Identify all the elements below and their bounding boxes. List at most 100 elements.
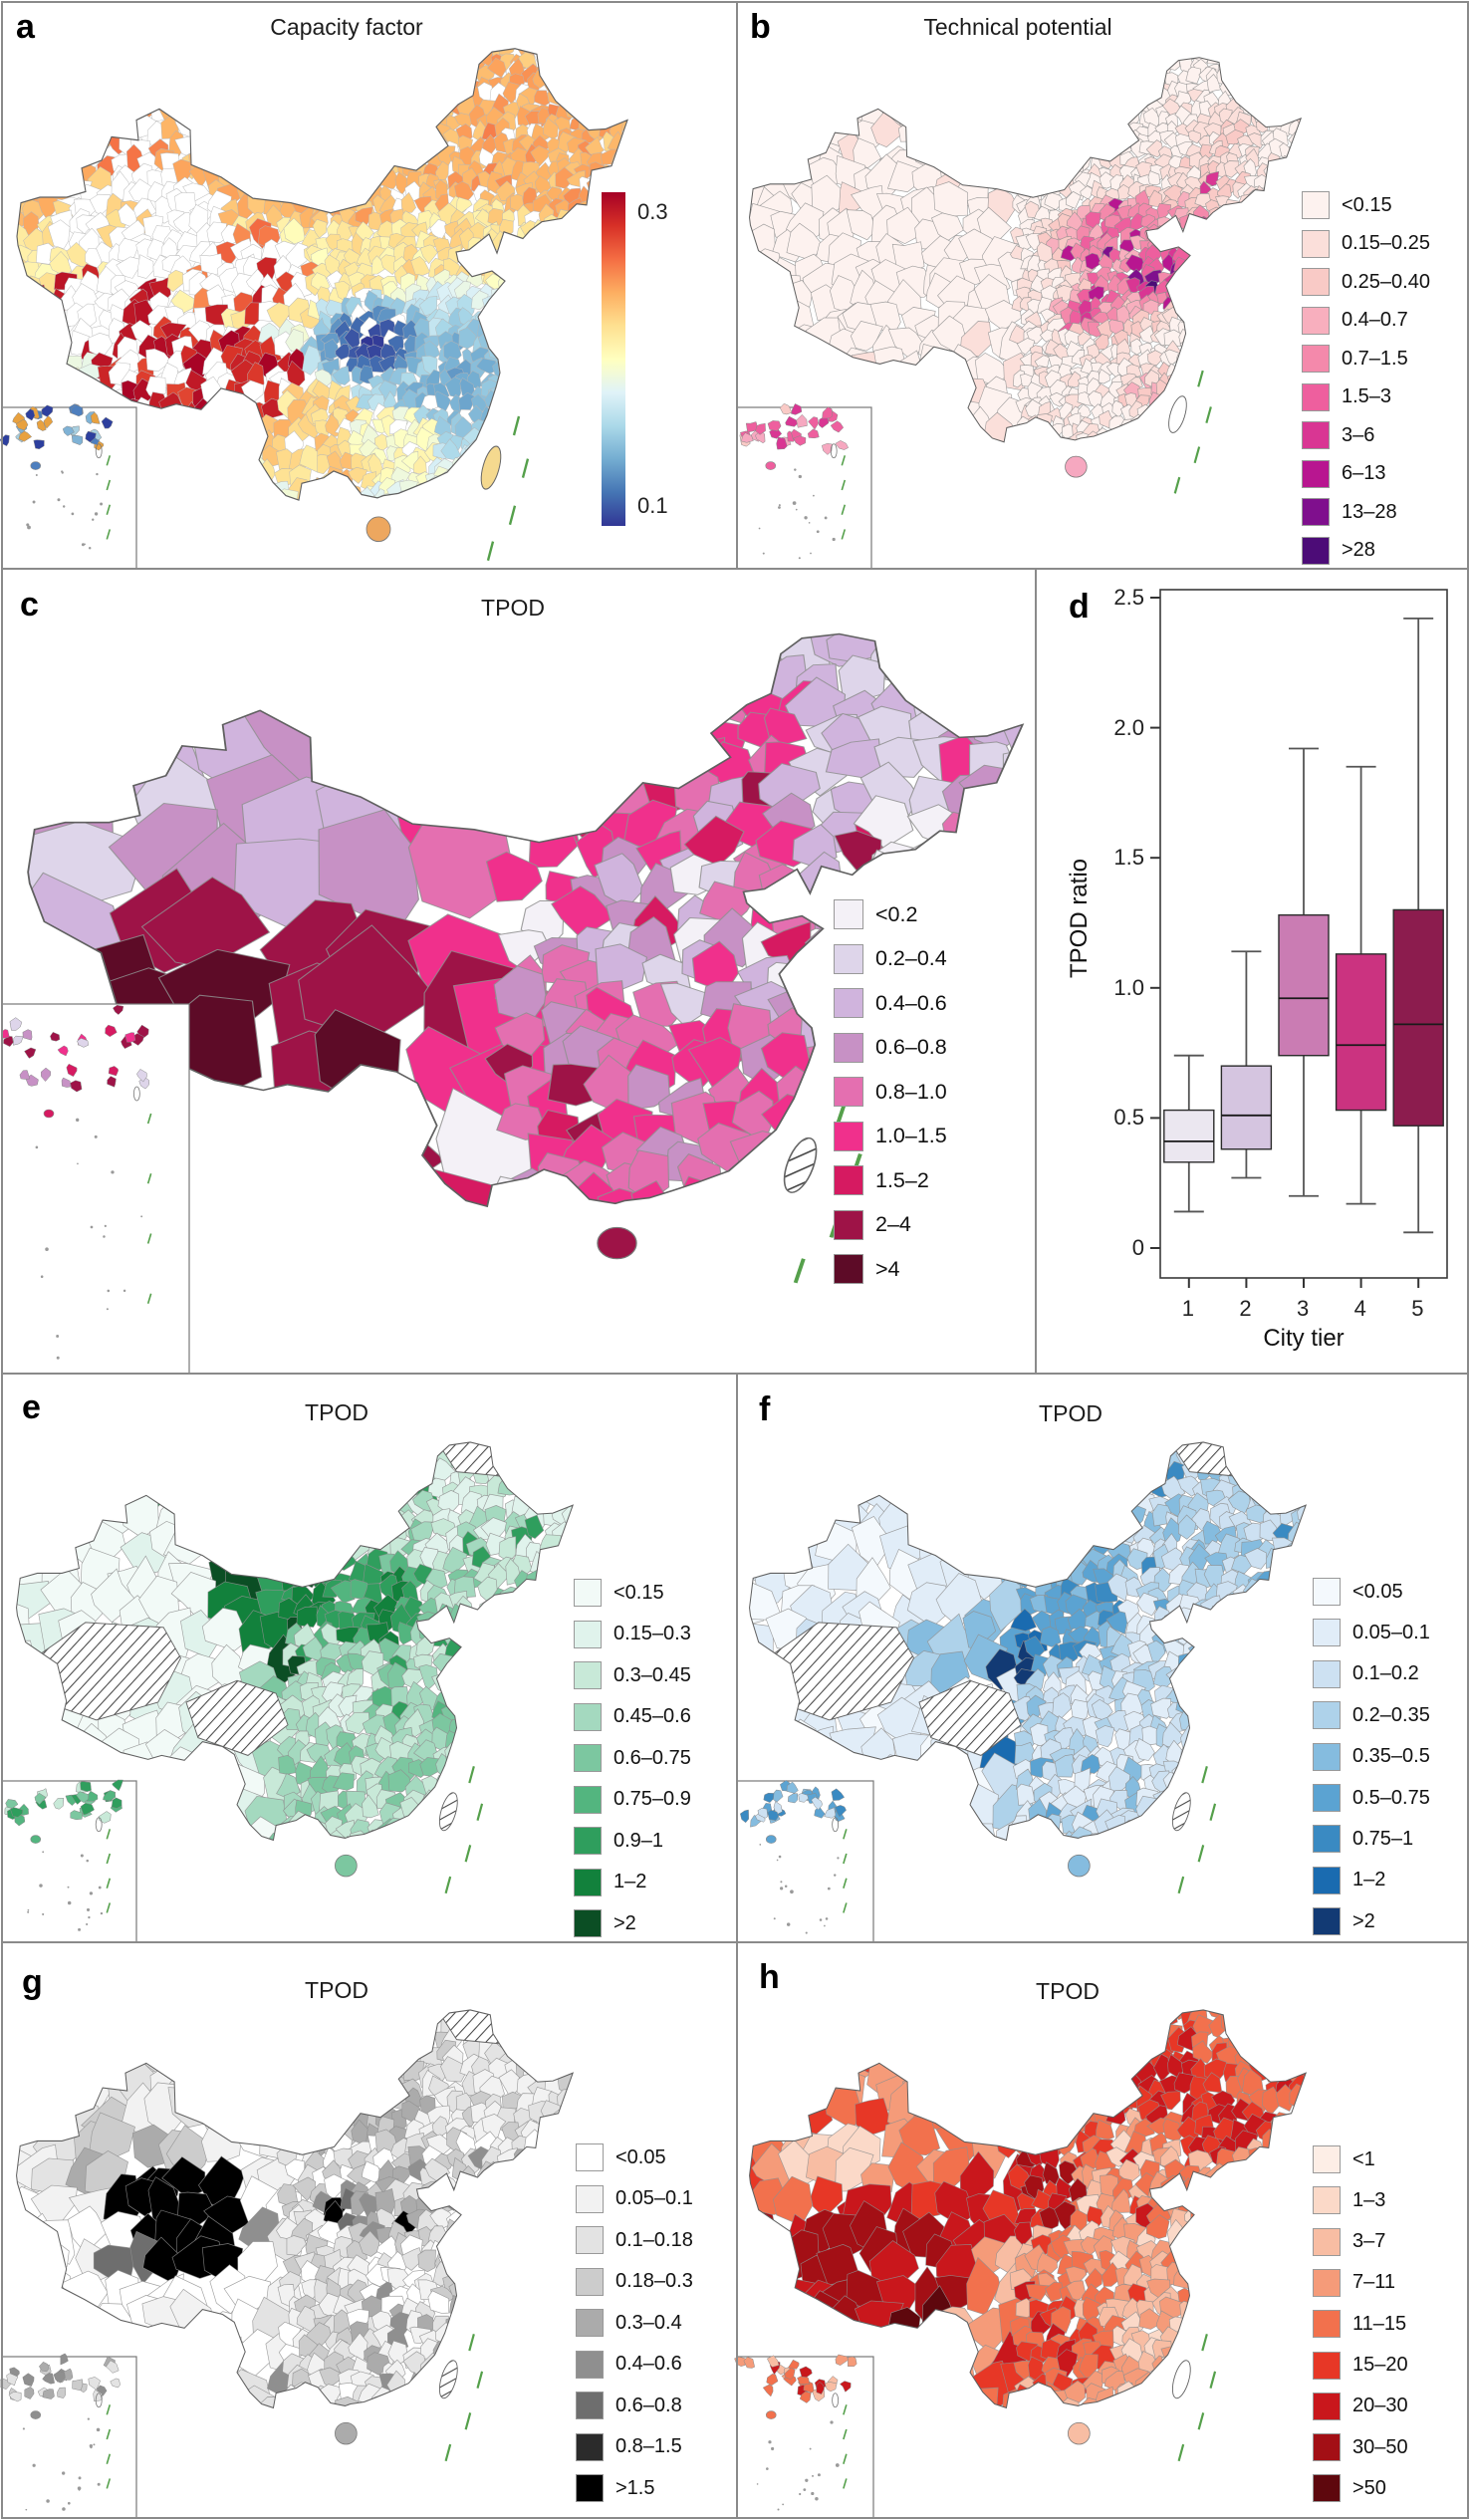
legend-h-item: 20–30: [1313, 2392, 1408, 2420]
d-ytick: 2.0: [1113, 714, 1144, 740]
panel-border: [736, 1374, 738, 1942]
legend-b-swatch: [1302, 306, 1330, 335]
legend-g-swatch: [576, 2184, 604, 2213]
legend-f-swatch: [1313, 1866, 1341, 1894]
legend-g-label: 0.8–1.5: [615, 2435, 682, 2457]
legend-f-label: 0.35–0.5: [1352, 1745, 1430, 1768]
sea-inset: [0, 403, 137, 570]
legend-e-swatch: [574, 1744, 602, 1772]
legend-b-swatch: [1302, 191, 1330, 219]
legend-h-swatch: [1313, 2392, 1341, 2420]
legend-h-swatch: [1313, 2433, 1341, 2462]
sea-inset: [1, 1003, 190, 1375]
legend-g-item: 0.05–0.1: [576, 2184, 693, 2213]
legend-f-item: 0.2–0.35: [1313, 1701, 1430, 1730]
d-xtick: 4: [1353, 1296, 1366, 1321]
legend-e-label: 0.3–0.45: [613, 1663, 691, 1686]
legend-e-label: 1–2: [613, 1871, 647, 1892]
legend-g-label: 0.6–0.8: [615, 2394, 682, 2416]
legend-b-label: 3–6: [1342, 423, 1375, 446]
legend-e-item: 1–2: [574, 1868, 647, 1896]
d-ylabel: TPOD ratio: [1066, 858, 1093, 979]
legend-b-item: >28: [1302, 536, 1375, 565]
legend-h-label: 7–11: [1352, 2271, 1396, 2294]
legend-f-item: 1–2: [1313, 1866, 1385, 1894]
legend-h-label: 15–20: [1352, 2354, 1408, 2376]
panel-title-h: TPOD: [1036, 1978, 1100, 2004]
legend-g-swatch: [576, 2350, 604, 2379]
sea-inset: [734, 2354, 874, 2519]
legend-h-item: 1–3: [1313, 2186, 1385, 2215]
legend-b-item: 0.4–0.7: [1302, 306, 1408, 335]
sea-inset: [0, 2353, 137, 2519]
legend-g-item: <0.05: [576, 2143, 666, 2171]
legend-c-swatch: [834, 988, 863, 1018]
legend-g-item: 0.3–0.4: [576, 2309, 682, 2337]
panel-title-e: TPOD: [305, 1399, 368, 1425]
legend-f-swatch: [1313, 1659, 1341, 1688]
legend-e-item: <0.15: [574, 1579, 664, 1607]
legend-g-label: 0.4–0.6: [615, 2353, 682, 2375]
legend-c-label: 0.2–0.4: [875, 946, 947, 970]
legend-b-label: 0.4–0.7: [1342, 309, 1408, 331]
legend-g-swatch: [576, 2267, 604, 2296]
panel-title-f: TPOD: [1039, 1400, 1102, 1426]
legend-h-item: 30–50: [1313, 2433, 1408, 2462]
d-xlabel: City tier: [1263, 1325, 1345, 1352]
legend-h-swatch: [1313, 2227, 1341, 2256]
legend-f-swatch: [1313, 1578, 1341, 1606]
legend-c-swatch: [834, 1077, 863, 1107]
panel-border: [1, 1, 3, 2519]
panel-letter-h: h: [759, 1958, 780, 1996]
legend-b-item: <0.15: [1302, 191, 1392, 219]
panel-title-g: TPOD: [305, 1977, 368, 2003]
legend-h-label: 20–30: [1352, 2394, 1408, 2417]
legend-b-swatch: [1302, 268, 1330, 296]
legend-f-label: 0.2–0.35: [1352, 1703, 1430, 1726]
legend-h-label: <1: [1352, 2147, 1375, 2170]
legend-b-swatch: [1302, 459, 1330, 488]
legend-e-swatch: [574, 1909, 602, 1937]
legend-h-swatch: [1313, 2310, 1341, 2339]
panel-letter-f: f: [759, 1390, 771, 1428]
legend-e-label: 0.6–0.75: [613, 1746, 691, 1769]
legend-g-swatch: [576, 2474, 604, 2502]
legend-e-label: 0.15–0.3: [613, 1623, 691, 1644]
legend-g-swatch: [576, 2226, 604, 2254]
legend-f-label: 0.05–0.1: [1352, 1621, 1430, 1643]
legend-g-item: 0.18–0.3: [576, 2267, 693, 2296]
legend-c-label: <0.2: [875, 901, 918, 926]
legend-g-swatch: [576, 2392, 604, 2419]
legend-e-label: <0.15: [613, 1581, 664, 1604]
d-ytick: 0.5: [1113, 1105, 1144, 1131]
legend-b-swatch: [1302, 382, 1330, 411]
legend-f-swatch: [1313, 1619, 1341, 1647]
legend-b-label: 0.25–0.40: [1342, 270, 1430, 293]
legend-c-label: >4: [875, 1256, 900, 1281]
legend-f-swatch: [1313, 1784, 1341, 1812]
legend-b-label: >28: [1342, 539, 1375, 561]
panel-border: [1, 1, 1469, 3]
d-ytick: 2.5: [1113, 585, 1144, 610]
d-ytick: 1.0: [1113, 974, 1144, 1000]
legend-f-item: 0.1–0.2: [1313, 1659, 1419, 1688]
legend-c-swatch: [834, 1121, 863, 1151]
panel-title-c: TPOD: [481, 595, 545, 621]
panel-border: [1, 2517, 1469, 2519]
legend-g-item: >1.5: [576, 2474, 654, 2502]
panel-border: [736, 1942, 738, 2518]
legend-b-label: 13–28: [1342, 500, 1397, 523]
legend-g-label: 0.1–0.18: [615, 2228, 693, 2251]
legend-c-swatch: [834, 899, 863, 929]
legend-e-item: 0.9–1: [574, 1827, 663, 1855]
legend-h-item: <1: [1313, 2145, 1375, 2173]
legend-e-label: >2: [613, 1911, 636, 1934]
legend-e-label: 0.45–0.6: [613, 1705, 691, 1727]
colorbar: [602, 192, 625, 526]
legend-b-label: 0.7–1.5: [1342, 347, 1408, 370]
legend-e-label: 0.75–0.9: [613, 1788, 691, 1810]
legend-h-item: 11–15: [1313, 2310, 1406, 2339]
legend-c-item: <0.2: [834, 899, 917, 929]
legend-g-item: 0.8–1.5: [576, 2432, 682, 2461]
